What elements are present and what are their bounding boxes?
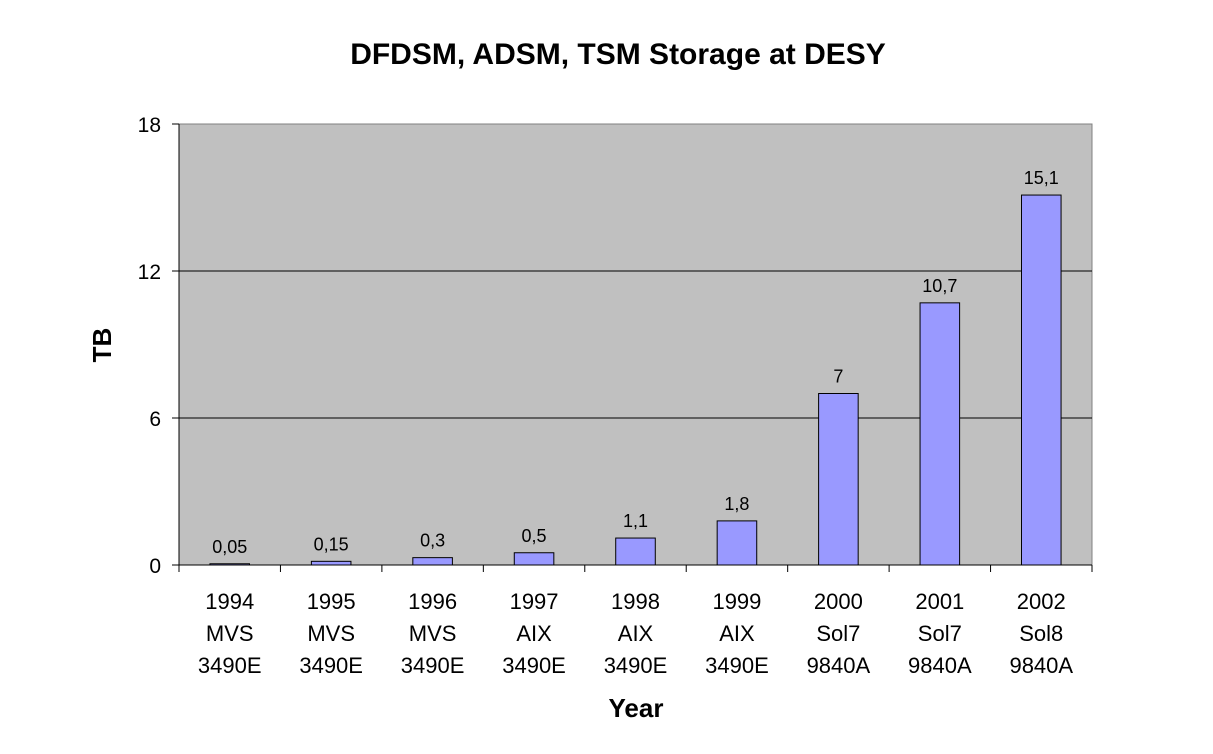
- x-category-label: 9840A: [1009, 653, 1073, 678]
- bar: [615, 537, 656, 566]
- x-category-label: Sol7: [816, 621, 860, 646]
- data-label: 10,7: [922, 276, 957, 296]
- data-label: 15,1: [1024, 168, 1059, 188]
- x-category-label: 2002: [1017, 589, 1066, 614]
- x-category-label: AIX: [719, 621, 755, 646]
- x-axis-title: Year: [609, 693, 664, 723]
- x-category-label: AIX: [618, 621, 654, 646]
- x-category-label: 3490E: [502, 653, 566, 678]
- x-category-label: 1998: [611, 589, 660, 614]
- x-category-label: MVS: [206, 621, 254, 646]
- x-category-label: 3490E: [401, 653, 465, 678]
- data-label: 0,05: [212, 537, 247, 557]
- data-label: 0,5: [522, 526, 547, 546]
- data-label: 0,15: [314, 534, 349, 554]
- x-category-label: 1997: [510, 589, 559, 614]
- x-category-label: Sol7: [918, 621, 962, 646]
- x-category-label: MVS: [307, 621, 355, 646]
- bar: [919, 302, 961, 566]
- x-category-label: 2000: [814, 589, 863, 614]
- x-category-label: 1999: [712, 589, 761, 614]
- bar: [310, 560, 352, 566]
- y-axis-title: TB: [87, 328, 117, 363]
- x-category-label: 3490E: [604, 653, 668, 678]
- data-labels: 0,05 0,15 0,3 0,5 1,1 1,8 7 10,7 15,1: [212, 168, 1059, 557]
- data-label: 1,1: [623, 511, 648, 531]
- y-tick-label: 18: [138, 114, 161, 137]
- y-tick-label: 6: [149, 408, 161, 431]
- bar: [716, 520, 758, 566]
- x-category-label: 3490E: [705, 653, 769, 678]
- x-category-label: 9840A: [807, 653, 871, 678]
- data-label: 1,8: [724, 494, 749, 514]
- x-category-label: AIX: [516, 621, 552, 646]
- bar: [1020, 194, 1062, 566]
- bar: [513, 552, 555, 566]
- x-category-label: 9840A: [908, 653, 972, 678]
- x-category-label: 1994: [205, 589, 254, 614]
- x-category-label: 1995: [307, 589, 356, 614]
- x-category-label: Sol8: [1019, 621, 1063, 646]
- x-category-label: 3490E: [299, 653, 363, 678]
- data-label: 7: [833, 367, 843, 387]
- y-tick-label: 0: [149, 555, 161, 578]
- x-category-label: 3490E: [198, 653, 262, 678]
- x-category-label: MVS: [409, 621, 457, 646]
- y-axis: 0 6 12 18: [138, 114, 180, 578]
- x-category-label: 2001: [915, 589, 964, 614]
- bar: [818, 393, 859, 566]
- y-tick-label: 12: [138, 261, 161, 284]
- chart-title: DFDSM, ADSM, TSM Storage at DESY: [350, 38, 886, 71]
- x-category-label: 1996: [408, 589, 457, 614]
- bar: [412, 557, 453, 566]
- x-axis: 1994 MVS 3490E 1995 MVS 3490E 1996 MVS 3490E 1997…: [178, 564, 1093, 678]
- data-label: 0,3: [420, 531, 445, 551]
